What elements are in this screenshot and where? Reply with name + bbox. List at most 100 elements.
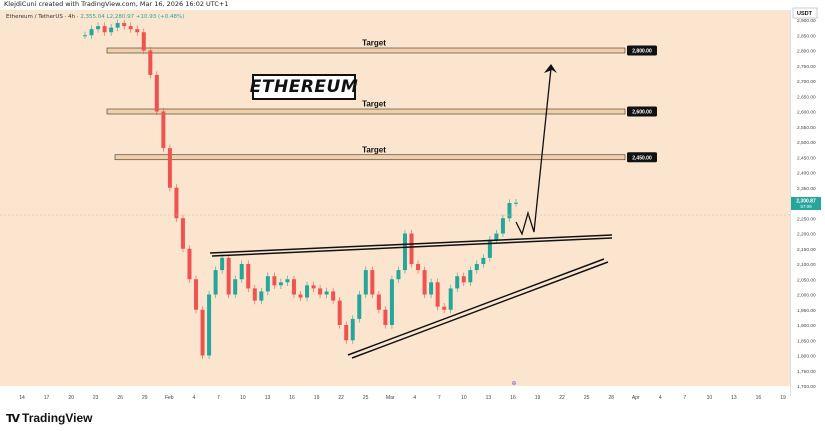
price-tick-label: 2,600.00: [797, 110, 816, 116]
price-tick-label: 1,950.00: [797, 308, 816, 314]
time-tick-label: 19: [535, 395, 541, 401]
tradingview-wordmark: TradingView: [22, 411, 93, 425]
target-text: Target: [362, 39, 386, 48]
candle-body: [265, 276, 270, 292]
price-tick-label: 2,150.00: [797, 247, 816, 253]
legend-symbol: Ethereum / TetherUS · 4h ·: [6, 14, 79, 20]
candle-body: [135, 29, 140, 33]
price-tick-label: 2,750.00: [797, 64, 816, 70]
price-tick-label: 2,900.00: [797, 18, 816, 24]
price-tick-label: 2,850.00: [797, 33, 816, 39]
candle-body: [337, 300, 342, 325]
candle-body: [481, 257, 486, 264]
chart-svg: Target 2,800.00 Target 2,600.00 Target 2,450.…: [0, 7, 821, 401]
price-tick-label: 1,900.00: [797, 323, 816, 329]
candle-body: [416, 264, 421, 271]
target-price-box: [627, 106, 657, 117]
price-tick-label: 2,050.00: [797, 277, 816, 283]
candle-body: [468, 270, 473, 283]
candle-body: [83, 35, 87, 37]
candle-body: [187, 248, 192, 280]
price-tick-label: 1,850.00: [797, 338, 816, 344]
candle-countdown-label: 57:09: [800, 204, 812, 209]
attribution-text: KlejdiCuni created with TradingView.com,…: [4, 0, 229, 8]
time-tick-label: Apr: [632, 395, 640, 401]
time-tick-label: 22: [559, 395, 565, 401]
time-tick-label: 16: [289, 395, 295, 401]
price-tick-label: 2,250.00: [797, 216, 816, 222]
time-tick-label: 14: [19, 395, 25, 401]
candle-body: [363, 270, 368, 295]
time-tick-label: 28: [608, 395, 614, 401]
candle-body: [174, 187, 179, 219]
support-trendline: [347, 258, 605, 356]
time-tick-label: 19: [780, 395, 786, 401]
candle-body: [141, 32, 146, 51]
candle-body: [259, 291, 264, 301]
target-price-box: [627, 45, 657, 56]
time-tick-label: 29: [142, 395, 148, 401]
candle-body: [514, 202, 518, 204]
time-tick-label: 22: [338, 395, 344, 401]
candle-body: [154, 74, 159, 112]
candle-layer: [83, 19, 518, 360]
time-tick-label: 26: [117, 395, 123, 401]
candle-body: [213, 270, 218, 295]
tradingview-mark-icon: TV: [6, 411, 20, 425]
candle-body: [102, 26, 107, 33]
ethereum-label: ETHEREUM: [249, 77, 359, 97]
candle-body: [115, 23, 120, 28]
candle-body: [96, 26, 101, 30]
time-tick-label: 16: [756, 395, 762, 401]
candle-body: [272, 276, 277, 286]
candle-body: [318, 288, 323, 295]
time-tick-label: 10: [240, 395, 246, 401]
time-tick-label: 16: [510, 395, 516, 401]
time-tick-layer: 14 17 20 23 26 29 Feb 4 7 10 13 16 19 22 25 Mar 4 7 10 13 16…: [19, 395, 786, 401]
candle-body: [298, 294, 303, 298]
candle-body: [370, 270, 375, 295]
current-price-label: 2,300.87: [796, 199, 816, 205]
candle-body: [167, 148, 172, 188]
price-tick-label: 2,000.00: [797, 293, 816, 299]
target-text: Target: [362, 100, 386, 109]
time-tick-label: 4: [659, 395, 662, 401]
price-tick-label: 2,100.00: [797, 262, 816, 268]
candle-body: [291, 279, 296, 295]
time-tick-label: 4: [413, 395, 416, 401]
candle-body: [507, 203, 512, 219]
footer: [0, 406, 825, 431]
time-tick-label: 19: [314, 395, 320, 401]
price-tick-label: 2,800.00: [797, 49, 816, 55]
candle-body: [246, 264, 251, 289]
candle-body: [285, 279, 290, 283]
candle-body: [239, 264, 244, 280]
currency-label-box: [792, 7, 818, 19]
time-tick-label: 13: [265, 395, 271, 401]
candle-body: [109, 27, 114, 33]
ethereum-label-box: ETHEREUM: [249, 74, 359, 100]
tradingview-logo[interactable]: TV TradingView: [6, 411, 93, 425]
time-tick-label: 25: [363, 395, 369, 401]
target-price-label: 2,600.00: [632, 110, 652, 116]
time-tick-label: 7: [683, 395, 686, 401]
target-price-box: [627, 152, 657, 163]
time-tick-label: 10: [461, 395, 467, 401]
target-zone: [106, 47, 626, 54]
projection-path: [515, 67, 552, 236]
candle-body: [448, 288, 453, 310]
target-zone: [114, 154, 626, 161]
candle-body: [376, 294, 381, 310]
target-price-label: 2,450.00: [632, 155, 652, 161]
candle-body: [429, 282, 434, 295]
projection-arrowhead: [544, 64, 557, 73]
time-tick-label: 7: [438, 395, 441, 401]
legend-values: 2,355.04 L2,280.97 +10.93 (+0.48%): [80, 14, 185, 20]
chart-area[interactable]: [0, 10, 790, 396]
candle-body: [500, 218, 505, 234]
time-axis[interactable]: [0, 386, 790, 406]
candle-body: [350, 318, 355, 341]
candle-body: [409, 233, 414, 264]
candle-body: [226, 257, 231, 295]
